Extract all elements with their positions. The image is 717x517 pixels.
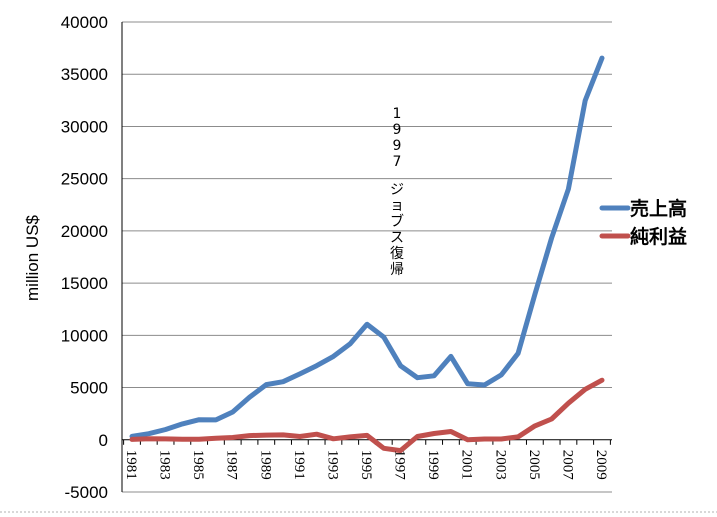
- annotation-char: 1: [393, 106, 402, 122]
- legend-label-1: 売上高: [630, 197, 687, 220]
- x-tick-label: 1983: [157, 450, 173, 480]
- x-tick-label: 2001: [459, 450, 475, 480]
- x-tick-label: 1993: [324, 450, 340, 480]
- y-tick-labels: -5000 0 5000 10000 15000 20000 25000 30000 35000…: [61, 13, 108, 502]
- x-tick-label: 2005: [526, 450, 542, 480]
- annotation-char: 9: [393, 122, 402, 138]
- x-tick-label: 1997: [392, 450, 408, 481]
- annotation-char: 帰: [390, 261, 404, 278]
- y-tick-label: 40000: [61, 13, 108, 32]
- y-axis-label: million US$: [23, 214, 42, 301]
- annotation-char: 7: [393, 154, 402, 170]
- series-lines: [129, 55, 605, 454]
- annotation-char: ス: [390, 230, 404, 246]
- annotation-char: ジ: [390, 182, 404, 198]
- x-tick-label: 1995: [358, 450, 374, 480]
- y-tick-label: 35000: [61, 65, 108, 84]
- annotation-char: 9: [393, 138, 402, 154]
- y-tick-label: 0: [99, 431, 108, 450]
- x-tick-label: 1999: [425, 450, 441, 480]
- legend-label-2: 純利益: [630, 225, 687, 248]
- y-tick-label: 5000: [70, 379, 108, 398]
- x-tick-label: 2009: [593, 450, 609, 480]
- x-tick-label: 1985: [190, 450, 206, 480]
- gridlines: [122, 21, 612, 493]
- y-tick-label: 10000: [61, 326, 108, 345]
- annotation-char: ョ: [390, 198, 404, 214]
- y-tick-label: 15000: [61, 274, 108, 293]
- annotation-char: ブ: [390, 213, 404, 230]
- x-tick-label: 1989: [257, 450, 273, 480]
- annotation-char: 復: [390, 245, 404, 262]
- y-tick-label: 20000: [61, 222, 108, 241]
- x-tick-label: 2007: [559, 450, 575, 481]
- x-tick-label: 1981: [123, 450, 139, 480]
- y-tick-label: 30000: [61, 117, 108, 136]
- x-tick-label: 1987: [224, 450, 240, 481]
- x-tick-label: 2003: [492, 450, 508, 480]
- x-tick-labels: 1981 1983 1985 1987 1989 1991 1993 1995 1997 1999…: [123, 450, 609, 481]
- y-tick-label: -5000: [65, 483, 108, 502]
- series-line-1: [129, 55, 605, 439]
- x-tick-label: 1991: [291, 450, 307, 480]
- y-tick-label: 25000: [61, 170, 108, 189]
